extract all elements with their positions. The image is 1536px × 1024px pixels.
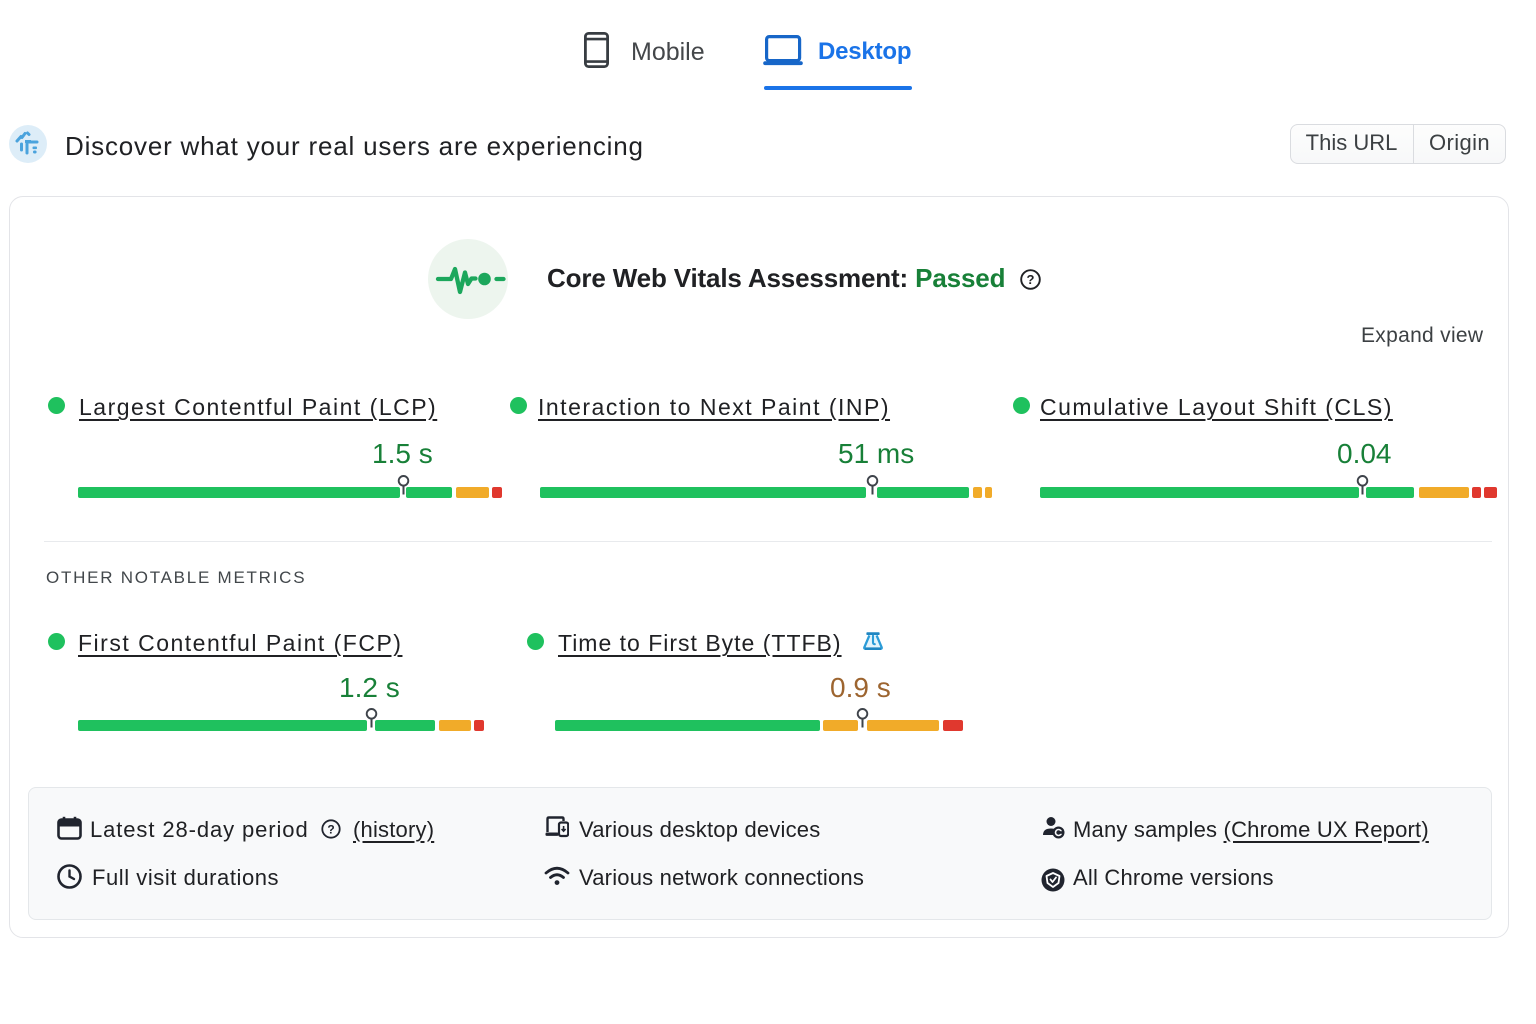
svg-text:?: ?	[327, 823, 334, 837]
svg-text:?: ?	[1027, 272, 1035, 287]
